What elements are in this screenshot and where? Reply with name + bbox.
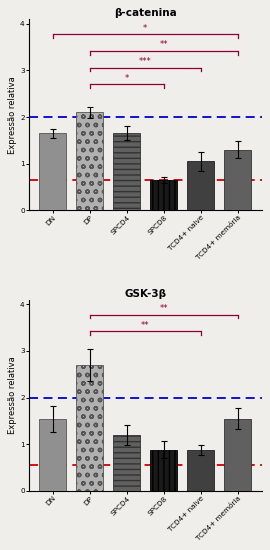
Text: **: ** [141,321,150,330]
Bar [113,134,140,210]
Y-axis label: Expressão relativa: Expressão relativa [8,356,17,434]
Text: *: * [143,24,147,32]
Bar [224,150,251,210]
Text: **: ** [160,304,168,313]
Title: β-catenina: β-catenina [114,8,177,18]
Bar [76,365,103,491]
Text: ***: *** [139,57,152,66]
Bar [187,450,214,491]
Bar [187,161,214,210]
Bar [39,419,66,491]
Title: GSK-3β: GSK-3β [124,289,166,299]
Bar [224,419,251,491]
Bar [39,134,66,210]
Bar [76,112,103,210]
Bar [150,180,177,210]
Text: *: * [125,74,129,83]
Text: **: ** [160,41,168,50]
Y-axis label: Expressão relativa: Expressão relativa [8,76,17,153]
Bar [150,450,177,491]
Bar [113,435,140,491]
